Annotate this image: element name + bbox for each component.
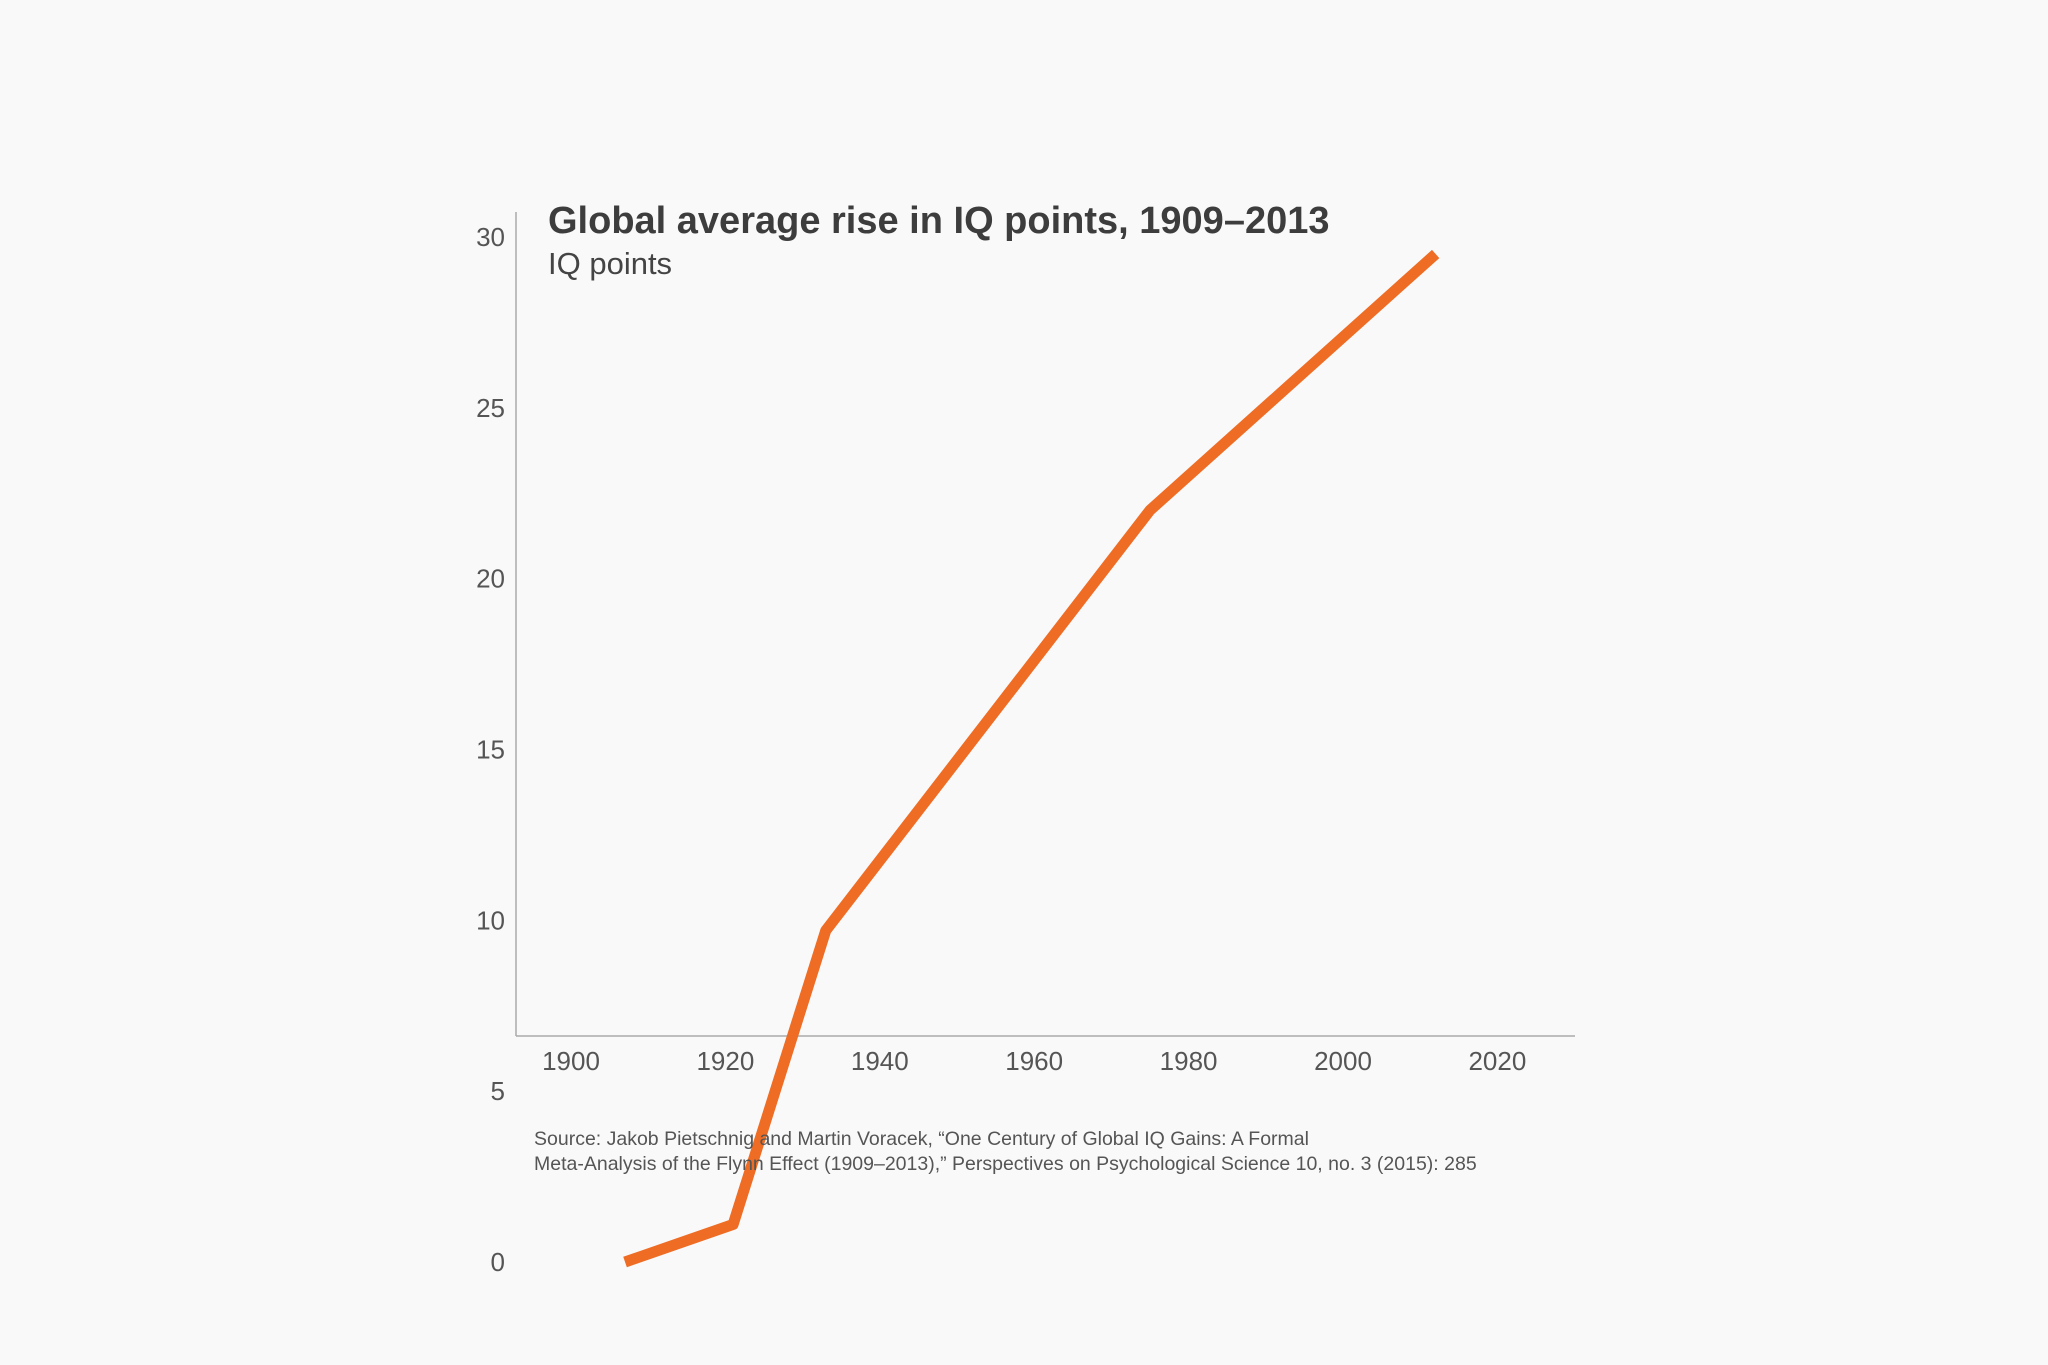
- source-line-1: Source: Jakob Pietschnig and Martin Vora…: [534, 1128, 1309, 1150]
- source-line-2: Meta-Analysis of the Flynn Effect (1909–…: [534, 1153, 1477, 1175]
- x-tick-label: 2000: [1314, 1046, 1372, 1076]
- x-tick-label: 1940: [851, 1046, 909, 1076]
- series-line: [623, 249, 1440, 1268]
- y-tick-label: 5: [491, 1076, 505, 1106]
- chart-subtitle: IQ points: [548, 246, 672, 281]
- x-tick-label: 1960: [1005, 1046, 1063, 1076]
- y-tick-label: 30: [476, 222, 505, 252]
- y-tick-label: 0: [491, 1247, 505, 1277]
- x-tick-label: 1980: [1160, 1046, 1218, 1076]
- y-tick-label: 15: [476, 734, 505, 764]
- y-tick-label: 20: [476, 564, 505, 594]
- source-note: Source: Jakob Pietschnig and Martin Vora…: [534, 1127, 1477, 1177]
- chart-title: Global average rise in IQ points, 1909–2…: [548, 200, 1330, 242]
- x-tick-label: 1920: [696, 1046, 754, 1076]
- y-tick-label: 10: [476, 905, 505, 935]
- x-tick-label: 2020: [1468, 1046, 1526, 1076]
- x-tick-label: 1900: [542, 1046, 600, 1076]
- y-tick-label: 25: [476, 393, 505, 423]
